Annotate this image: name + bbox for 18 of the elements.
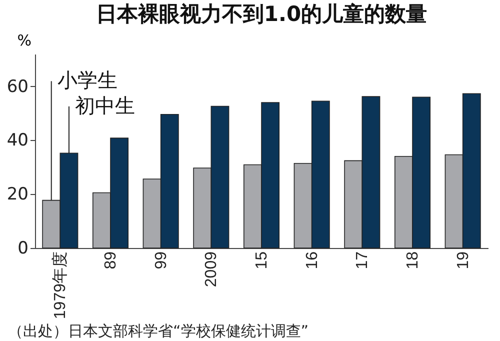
chart-title: 日本裸眼视力不到1.0的儿童的数量 xyxy=(96,2,428,26)
y-tick-label: 40 xyxy=(6,130,28,151)
x-tick-label: 16 xyxy=(304,251,321,270)
text: （出处）日本文部科学省“学校保健统计调查” xyxy=(8,321,310,341)
x-tick-label: 19 xyxy=(454,251,472,270)
x-tick-label: 18 xyxy=(404,251,422,270)
x-tick-label: 2009 xyxy=(203,251,220,288)
y-tick-label: 0 xyxy=(18,238,28,258)
x-tick-label: 99 xyxy=(152,251,170,270)
y-tick-label: 60 xyxy=(6,76,28,97)
x-tick-label: 17 xyxy=(354,251,372,270)
y-tick-label: 20 xyxy=(6,184,28,205)
x-tick-label: 15 xyxy=(254,251,270,270)
x-tick-label: 1979年度 xyxy=(51,252,70,320)
text: 小学生 xyxy=(57,68,118,92)
y-axis-title: % xyxy=(17,32,32,50)
series-label: 初中生 xyxy=(74,93,135,118)
x-tick-label: 89 xyxy=(102,251,120,270)
